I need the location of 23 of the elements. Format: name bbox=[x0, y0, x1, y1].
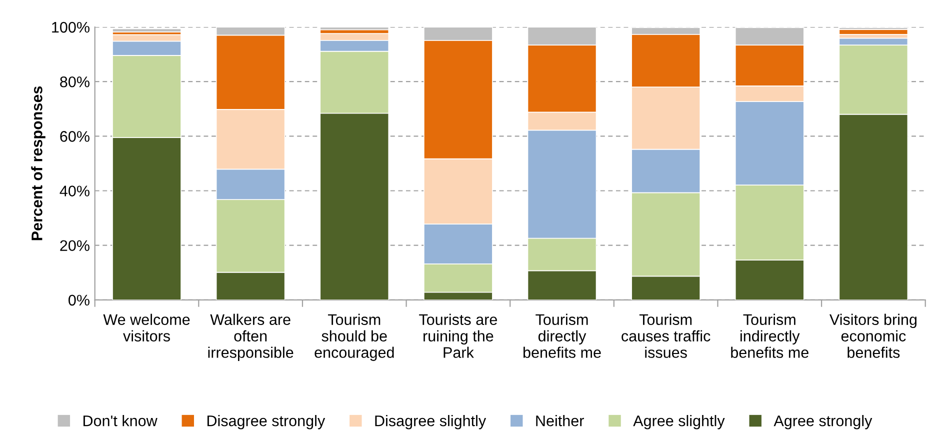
legend-label: Agree strongly bbox=[774, 415, 872, 430]
bar bbox=[320, 27, 390, 30]
y-axis-title: Percent of responses bbox=[31, 86, 46, 240]
y-tick-label: 40% bbox=[60, 186, 90, 196]
x-tick-label: Walkers are often irresponsible bbox=[208, 314, 294, 361]
y-tick-label: 100% bbox=[52, 22, 90, 33]
x-tick-label: Tourists are ruining the Park bbox=[419, 314, 497, 358]
x-tick-label: Tourism should be encouraged bbox=[314, 314, 394, 361]
x-tick-label: Tourism causes traffic issues bbox=[622, 314, 710, 358]
x-tick-label: Tourism directly benefits me bbox=[524, 314, 601, 358]
x-tick-label: Visitors bring economic benefits bbox=[829, 314, 916, 358]
legend-label: Disagree strongly bbox=[207, 415, 326, 430]
y-tick-label: 80% bbox=[60, 76, 90, 88]
y-tick-label: 60% bbox=[60, 131, 90, 142]
y-tick-label: 0% bbox=[68, 294, 90, 306]
legend-label: Agree slightly bbox=[633, 415, 725, 430]
legend-label: Don't know bbox=[84, 415, 158, 426]
x-tick-label: We welcome visitors bbox=[103, 314, 190, 342]
legend-label: Neither bbox=[536, 415, 584, 426]
y-tick-label: 20% bbox=[60, 240, 90, 252]
legend-label: Disagree slightly bbox=[375, 415, 486, 430]
bar bbox=[112, 28, 182, 32]
x-tick-label: Tourism indirectly benefits me bbox=[731, 314, 808, 358]
